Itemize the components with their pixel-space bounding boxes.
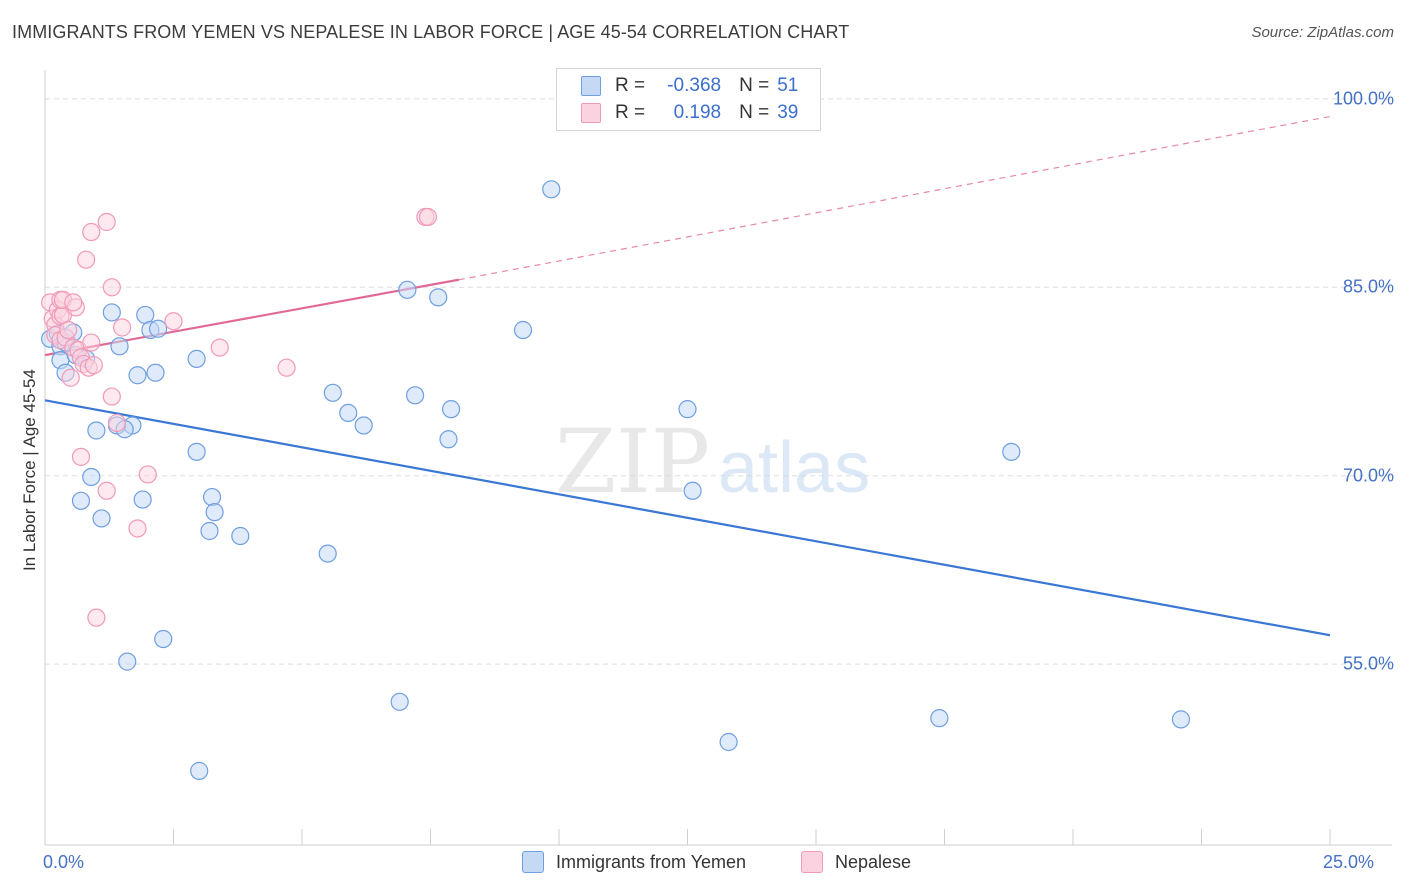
data-point-yemen: [118, 652, 137, 671]
data-point-yemen: [719, 732, 738, 752]
data-point-yemen: [339, 403, 358, 423]
data-point-yemen: [82, 467, 101, 487]
data-point-nepal: [64, 293, 83, 312]
legend-n-value-yemen: 51: [777, 75, 799, 96]
data-point-nepal: [84, 356, 103, 375]
legend-n-value-nepal: 39: [777, 102, 799, 123]
data-point-nepal: [82, 333, 101, 352]
data-point-yemen: [92, 509, 111, 528]
legend-r-value-yemen: -0.368: [667, 75, 722, 96]
data-point-yemen: [154, 629, 173, 649]
data-point-nepal: [77, 250, 96, 269]
y-axis-label: In Labor Force | Age 45-54: [20, 369, 39, 571]
data-point-yemen: [190, 761, 209, 780]
data-point-nepal: [107, 413, 127, 433]
data-point-yemen: [318, 544, 337, 563]
watermark-atlas: atlas: [718, 428, 870, 508]
data-point-nepal: [418, 207, 438, 227]
y-tick-label: 85.0%: [1342, 276, 1394, 297]
data-points: [41, 180, 1191, 780]
data-point-nepal: [102, 278, 121, 297]
data-point-yemen: [136, 305, 155, 325]
trend-line-yemen: [44, 399, 1331, 637]
data-point-yemen: [1002, 442, 1021, 461]
data-point-nepal: [97, 212, 116, 232]
watermark-zip: ZIP: [555, 410, 710, 513]
data-point-yemen: [128, 366, 147, 385]
data-point-yemen: [930, 709, 949, 728]
legend-swatch-nepal: [581, 103, 601, 123]
data-point-yemen: [200, 521, 219, 541]
data-point-nepal: [277, 358, 296, 377]
axes: [44, 70, 1392, 846]
data-point-nepal: [164, 312, 183, 331]
data-point-nepal: [61, 368, 80, 387]
legend-r-label: R =: [615, 75, 646, 96]
correlation-legend: R = -0.368 N = 51 R = 0.198 N = 39: [556, 68, 821, 131]
data-point-yemen: [439, 430, 458, 449]
data-point-nepal: [102, 387, 121, 406]
data-point-yemen: [148, 319, 168, 338]
data-point-yemen: [513, 320, 533, 340]
data-point-yemen: [146, 363, 165, 382]
data-point-nepal: [87, 608, 106, 627]
data-point-yemen: [102, 303, 121, 322]
data-point-nepal: [71, 447, 91, 466]
legend-n-label: N =: [739, 102, 770, 123]
legend-r-label: R =: [615, 102, 646, 123]
data-point-nepal: [138, 465, 157, 484]
y-tick-label: 70.0%: [1342, 465, 1394, 486]
data-point-yemen: [441, 400, 461, 419]
bottom-legend-label-yemen: Immigrants from Yemen: [556, 851, 747, 872]
data-point-nepal: [112, 318, 132, 337]
grid-lines: [45, 98, 1392, 665]
legend-r-value-nepal: 0.198: [673, 102, 722, 123]
data-point-nepal: [210, 338, 229, 357]
data-point-yemen: [323, 383, 342, 402]
y-tick-label: 100.0%: [1332, 88, 1394, 109]
data-point-yemen: [405, 386, 425, 405]
data-point-nepal: [82, 222, 101, 242]
data-point-yemen: [187, 349, 206, 368]
legend-row-nepal: R = 0.198 N = 39: [557, 100, 798, 126]
data-point-yemen: [354, 416, 373, 435]
trend-lines: [44, 115, 1331, 637]
chart-source: Source: ZipAtlas.com: [1251, 24, 1394, 41]
bottom-legend-swatch-nepal: [801, 851, 823, 873]
legend-swatch-yemen: [581, 76, 601, 96]
bottom-legend-label-nepal: Nepalese: [835, 851, 912, 872]
data-point-yemen: [678, 400, 697, 419]
data-point-yemen: [205, 503, 224, 522]
trend-line-nepal-extension: [458, 115, 1331, 281]
legend-n-label: N =: [739, 75, 770, 96]
watermark: ZIP atlas: [555, 410, 870, 513]
data-point-nepal: [97, 481, 116, 500]
data-point-yemen: [390, 692, 409, 711]
data-point-yemen: [231, 526, 250, 546]
data-point-yemen: [398, 280, 417, 299]
data-point-yemen: [542, 180, 561, 199]
data-point-yemen: [429, 288, 448, 307]
data-point-yemen: [133, 490, 152, 509]
x-tick-label-min: 0.0%: [43, 852, 85, 872]
data-point-yemen: [87, 421, 106, 440]
x-tick-label-max: 25.0%: [1323, 852, 1375, 872]
data-point-nepal: [128, 519, 147, 538]
data-point-yemen: [683, 481, 702, 500]
bottom-legend-swatch-yemen: [522, 851, 544, 873]
bottom-legend-nepal: Nepalese: [801, 851, 911, 873]
y-tick-label: 55.0%: [1342, 653, 1394, 674]
data-point-yemen: [187, 442, 206, 461]
data-point-yemen: [202, 487, 222, 507]
bottom-legend-yemen: Immigrants from Yemen: [522, 851, 746, 873]
data-point-yemen: [110, 337, 129, 356]
legend-row-yemen: R = -0.368 N = 51: [557, 73, 798, 99]
data-point-nepal: [59, 320, 78, 340]
data-point-yemen: [1171, 710, 1191, 729]
chart-title: IMMIGRANTS FROM YEMEN VS NEPALESE IN LAB…: [12, 22, 850, 42]
data-point-yemen: [71, 491, 91, 510]
